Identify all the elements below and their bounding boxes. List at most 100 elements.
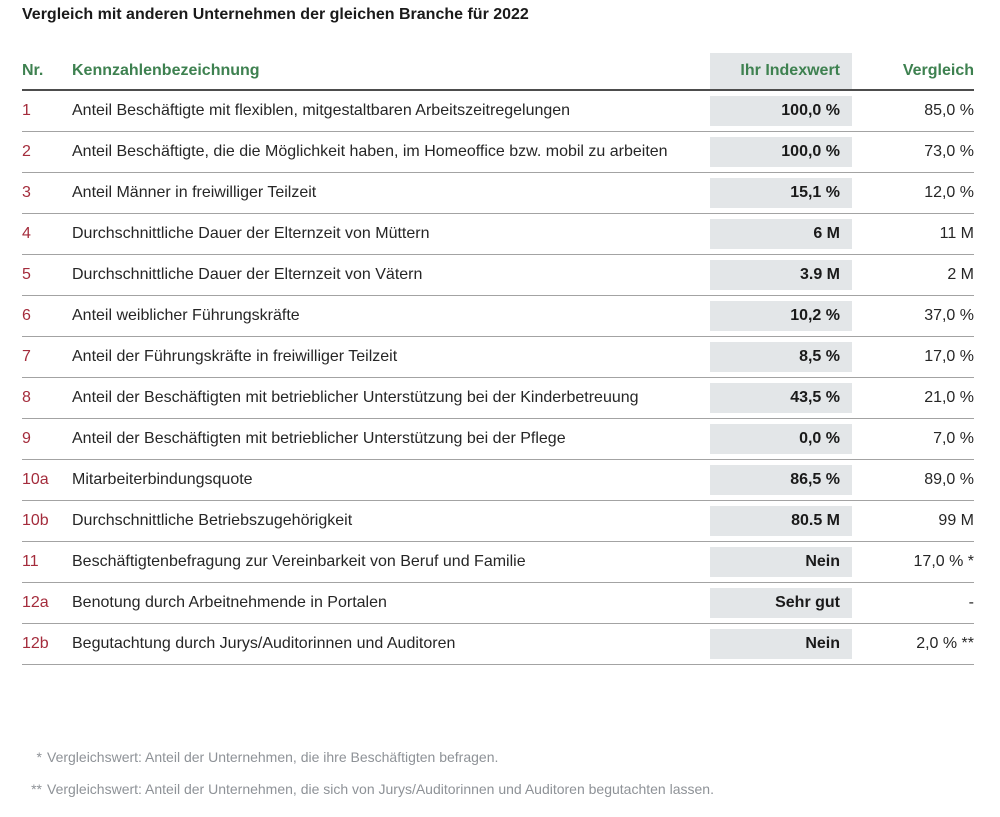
row-label: Anteil der Beschäftigten mit betrieblich… [72,430,566,447]
index-cell: 100,0 % [710,96,852,126]
index-cell: Nein [710,629,852,659]
compare-value: 12,0 % [924,184,974,201]
index-value: 100,0 % [710,96,852,126]
index-cell: 0,0 % [710,424,852,454]
compare-value: 2 M [947,266,974,283]
header-nr: Nr. [22,62,44,79]
table-row: 12b Begutachtung durch Jurys/Auditorinnen… [22,624,974,665]
page-title: Vergleich mit anderen Unternehmen der gl… [22,6,529,23]
row-number: 4 [22,225,31,242]
row-number: 2 [22,143,31,160]
row-number: 12a [22,594,49,611]
row-label: Anteil der Beschäftigten mit betrieblich… [72,389,639,406]
row-label: Benotung durch Arbeitnehmende in Portale… [72,594,387,611]
footnote: * Vergleichswert: Anteil der Unternehmen… [16,748,714,767]
row-label: Anteil Beschäftigte mit flexiblen, mitge… [72,102,571,119]
compare-value: 37,0 % [924,307,974,324]
table-row: 8 Anteil der Beschäftigten mit betrieblic… [22,378,974,419]
row-number: 9 [22,430,31,447]
row-number: 1 [22,102,31,119]
row-label: Beschäftigtenbefragung zur Vereinbarkeit… [72,553,526,570]
index-cell: 86,5 % [710,465,852,495]
index-value: 8,5 % [710,342,852,372]
index-value: 100,0 % [710,137,852,167]
index-cell: 43,5 % [710,383,852,413]
index-cell: Nein [710,547,852,577]
row-label: Durchschnittliche Dauer der Elternzeit v… [72,266,423,283]
row-label: Anteil der Führungskräfte in freiwillige… [72,348,398,365]
table-row: 3 Anteil Männer in freiwilliger Teilzeit 1… [22,173,974,214]
index-cell: Sehr gut [710,588,852,618]
row-label: Anteil weiblicher Führungskräfte [72,307,300,324]
index-cell: 6 M [710,219,852,249]
index-cell: 3.9 M [710,260,852,290]
index-value: 43,5 % [710,383,852,413]
index-value: 80.5 M [710,506,852,536]
table-row: 7 Anteil der Führungskräfte in freiwillig… [22,337,974,378]
table-row: 10a Mitarbeiterbindungsquote 86,5 % 89,0 % [22,460,974,501]
row-label: Durchschnittliche Betriebszugehörigkeit [72,512,353,529]
row-label: Anteil Männer in freiwilliger Teilzeit [72,184,317,201]
table-row: 2 Anteil Beschäftigte, die die Möglichkei… [22,132,974,173]
table-row: 4 Durchschnittliche Dauer der Elternzeit … [22,214,974,255]
compare-value: 21,0 % [924,389,974,406]
row-number: 12b [22,635,49,652]
row-number: 10b [22,512,49,529]
row-label: Begutachtung durch Jurys/Auditorinnen un… [72,635,456,652]
row-number: 10a [22,471,49,488]
compare-value: - [968,594,974,611]
compare-value: 89,0 % [924,471,974,488]
index-value: 10,2 % [710,301,852,331]
header-compare: Vergleich [902,62,974,79]
table-row: 11 Beschäftigtenbefragung zur Vereinbarke… [22,542,974,583]
index-value: 6 M [710,219,852,249]
row-label: Mitarbeiterbindungsquote [72,471,253,488]
footnote-text: Vergleichswert: Anteil der Unternehmen, … [47,749,499,765]
table-row: 9 Anteil der Beschäftigten mit betrieblic… [22,419,974,460]
footnote-text: Vergleichswert: Anteil der Unternehmen, … [47,781,714,797]
footnotes: * Vergleichswert: Anteil der Unternehmen… [16,748,714,812]
row-number: 7 [22,348,31,365]
table-row: 1 Anteil Beschäftigte mit flexiblen, mitg… [22,91,974,132]
index-cell: 100,0 % [710,137,852,167]
row-label: Durchschnittliche Dauer der Elternzeit v… [72,225,430,242]
index-value: Nein [710,547,852,577]
index-cell: 15,1 % [710,178,852,208]
table-body: 1 Anteil Beschäftigte mit flexiblen, mitg… [22,91,974,665]
footnote-marker: * [36,749,42,765]
index-cell: 8,5 % [710,342,852,372]
index-value: 3.9 M [710,260,852,290]
table-row: 10b Durchschnittliche Betriebszugehörigke… [22,501,974,542]
row-number: 8 [22,389,31,406]
comparison-table: Nr. Kennzahlenbezeichnung Ihr Indexwert … [22,53,974,665]
footnote: ** Vergleichswert: Anteil der Unternehme… [16,780,714,799]
table-header-row: Nr. Kennzahlenbezeichnung Ihr Indexwert … [22,53,974,91]
compare-value: 73,0 % [924,143,974,160]
row-label: Anteil Beschäftigte, die die Möglichkeit… [72,143,668,160]
compare-value: 85,0 % [924,102,974,119]
index-value: 86,5 % [710,465,852,495]
index-value: Sehr gut [710,588,852,618]
index-cell: 80.5 M [710,506,852,536]
index-value: Nein [710,629,852,659]
header-name: Kennzahlenbezeichnung [72,62,260,79]
compare-value: 2,0 % ** [916,635,974,652]
row-number: 3 [22,184,31,201]
index-value: 0,0 % [710,424,852,454]
compare-value: 99 M [938,512,974,529]
index-value: 15,1 % [710,178,852,208]
table-row: 12a Benotung durch Arbeitnehmende in Port… [22,583,974,624]
table-row: 6 Anteil weiblicher Führungskräfte 10,2 % 3… [22,296,974,337]
compare-value: 11 M [939,225,974,242]
row-number: 5 [22,266,31,283]
compare-value: 7,0 % [933,430,974,447]
header-index: Ihr Indexwert [710,53,852,89]
footnote-marker: ** [31,781,42,797]
table-row: 5 Durchschnittliche Dauer der Elternzeit … [22,255,974,296]
compare-value: 17,0 % * [913,553,974,570]
compare-value: 17,0 % [924,348,974,365]
index-cell: 10,2 % [710,301,852,331]
row-number: 11 [22,553,39,570]
row-number: 6 [22,307,31,324]
